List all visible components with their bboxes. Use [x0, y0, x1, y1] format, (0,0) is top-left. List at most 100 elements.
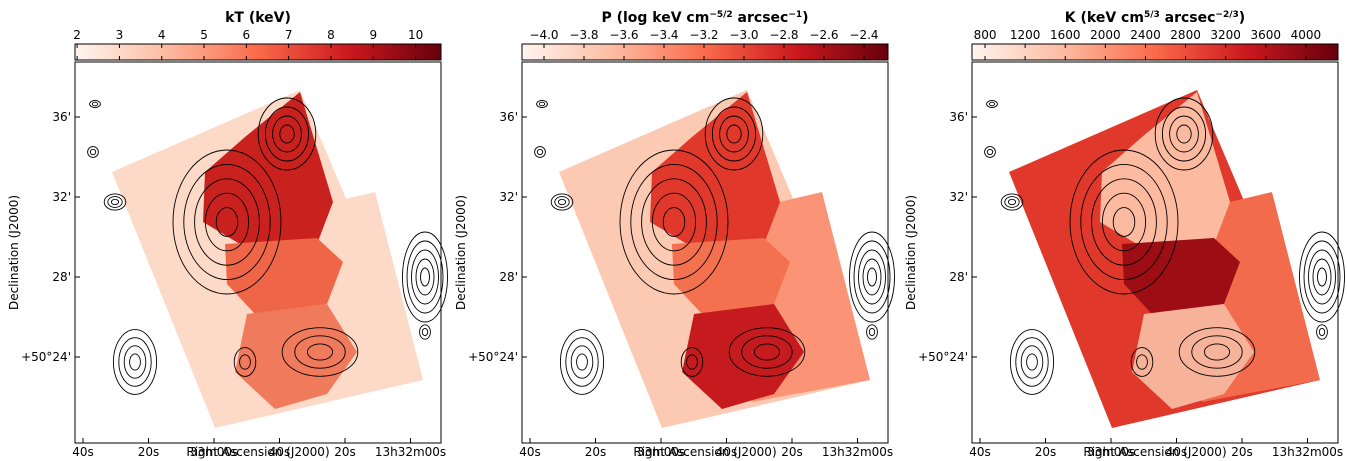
map-frame	[74, 61, 442, 444]
map-region	[1100, 92, 1230, 250]
x-tick-label: 33m00s	[1087, 445, 1135, 459]
colorbar-tick-label: 1600	[1050, 28, 1081, 42]
contour	[89, 99, 101, 109]
colorbar-tick-label: 3	[116, 28, 124, 42]
contour	[294, 335, 346, 369]
colorbar-tick-label: −2.4	[849, 28, 878, 42]
y-tick-label: +50°24'	[468, 350, 518, 364]
colorbar-tick-label: −3.0	[729, 28, 758, 42]
contour	[1000, 193, 1024, 211]
contour	[1154, 97, 1214, 171]
contour	[1176, 124, 1192, 144]
colorbar-tick-label: −2.6	[809, 28, 838, 42]
contour	[1316, 324, 1328, 340]
title-part: )	[802, 10, 808, 26]
contour	[272, 115, 302, 153]
x-tick-label: 40s	[969, 445, 991, 459]
contour	[107, 196, 123, 208]
contour	[1308, 249, 1336, 305]
contour	[534, 146, 546, 158]
colorbar-tick-label: 10	[408, 28, 423, 42]
contour	[1191, 335, 1243, 369]
contour	[112, 329, 158, 395]
contour	[194, 178, 260, 266]
contour	[89, 148, 97, 156]
colorbar-title: K (keV cm5/3 arcsec−2/3)	[1065, 10, 1245, 26]
panel: K (keV cm5/3 arcsec−2/3) 800 1200 1600 2000 2…	[904, 10, 1345, 459]
contour	[87, 146, 99, 158]
contour	[1130, 347, 1154, 377]
map-region	[650, 92, 780, 250]
colorbar-tick-label: 9	[369, 28, 377, 42]
contour	[570, 345, 594, 379]
contour	[421, 327, 429, 337]
y-tick-label: 32'	[949, 190, 968, 204]
contour	[129, 353, 141, 371]
contour	[576, 353, 588, 371]
contour	[550, 193, 574, 211]
x-tick-label: 33m00s	[190, 445, 238, 459]
contour	[420, 267, 430, 287]
contour	[536, 99, 548, 109]
y-tick-label: 28'	[499, 270, 518, 284]
contour	[1303, 240, 1341, 314]
contour	[662, 207, 686, 237]
contour	[123, 345, 147, 379]
panel: kT (keV) 2 3 4 5 6 7 8 9 10 40s 20s 33m00s 40s 20s 13h3…	[7, 10, 448, 459]
contour	[704, 97, 764, 171]
contour	[986, 148, 994, 156]
contour	[239, 354, 251, 370]
contour	[419, 324, 431, 340]
contour	[1161, 106, 1207, 162]
y-tick-label: 36'	[52, 110, 71, 124]
title-part: )	[1239, 10, 1245, 26]
colorbar-tick-label: −2.8	[769, 28, 798, 42]
contour	[853, 240, 891, 314]
colorbar-tick-label: 800	[974, 28, 997, 42]
y-tick-label: +50°24'	[21, 350, 71, 364]
x-axis-label: Right Ascension (J2000)	[1083, 445, 1226, 459]
contour	[984, 146, 996, 158]
y-tick-label: 36'	[499, 110, 518, 124]
contour	[103, 193, 127, 211]
contour	[1178, 327, 1256, 377]
contour	[858, 249, 886, 305]
colorbar-tick-label: 2000	[1090, 28, 1121, 42]
contour	[1169, 115, 1199, 153]
title-part: arcsec	[733, 10, 789, 26]
colorbar-tick-label: −4.0	[529, 28, 558, 42]
contour	[641, 178, 707, 266]
colorbar-tick-label: −3.2	[689, 28, 718, 42]
contour	[281, 327, 359, 377]
x-tick-label: 40s	[269, 445, 291, 459]
contour	[719, 115, 749, 153]
colorbar-tick-label: 6	[243, 28, 251, 42]
contour	[741, 335, 793, 369]
x-tick-label: 20s	[1231, 445, 1253, 459]
title-part: K (keV cm	[1065, 10, 1144, 26]
contour	[1026, 353, 1038, 371]
colorbar	[74, 43, 442, 61]
contour	[686, 354, 698, 370]
contour	[536, 148, 544, 156]
map-frame	[521, 61, 889, 444]
contour	[986, 99, 998, 109]
x-tick-label: 40s	[1166, 445, 1188, 459]
contour	[183, 163, 271, 281]
contour	[415, 258, 435, 296]
x-tick-label: 13h32m00s	[822, 445, 893, 459]
contour	[411, 249, 439, 305]
contour	[118, 337, 152, 387]
colorbar-tick-label: 4	[158, 28, 166, 42]
title-part: kT (keV)	[225, 10, 291, 26]
contour	[1007, 198, 1017, 206]
colorbar-tick-label: 2400	[1130, 28, 1161, 42]
map-region	[203, 92, 333, 250]
x-tick-label: 13h32m00s	[1272, 445, 1343, 459]
contour	[1112, 207, 1136, 237]
colorbar-title: P (log keV cm−5/2 arcsec−1)	[601, 10, 808, 26]
contour	[279, 124, 295, 144]
x-tick-label: 20s	[585, 445, 607, 459]
colorbar-tick-label: 7	[285, 28, 293, 42]
